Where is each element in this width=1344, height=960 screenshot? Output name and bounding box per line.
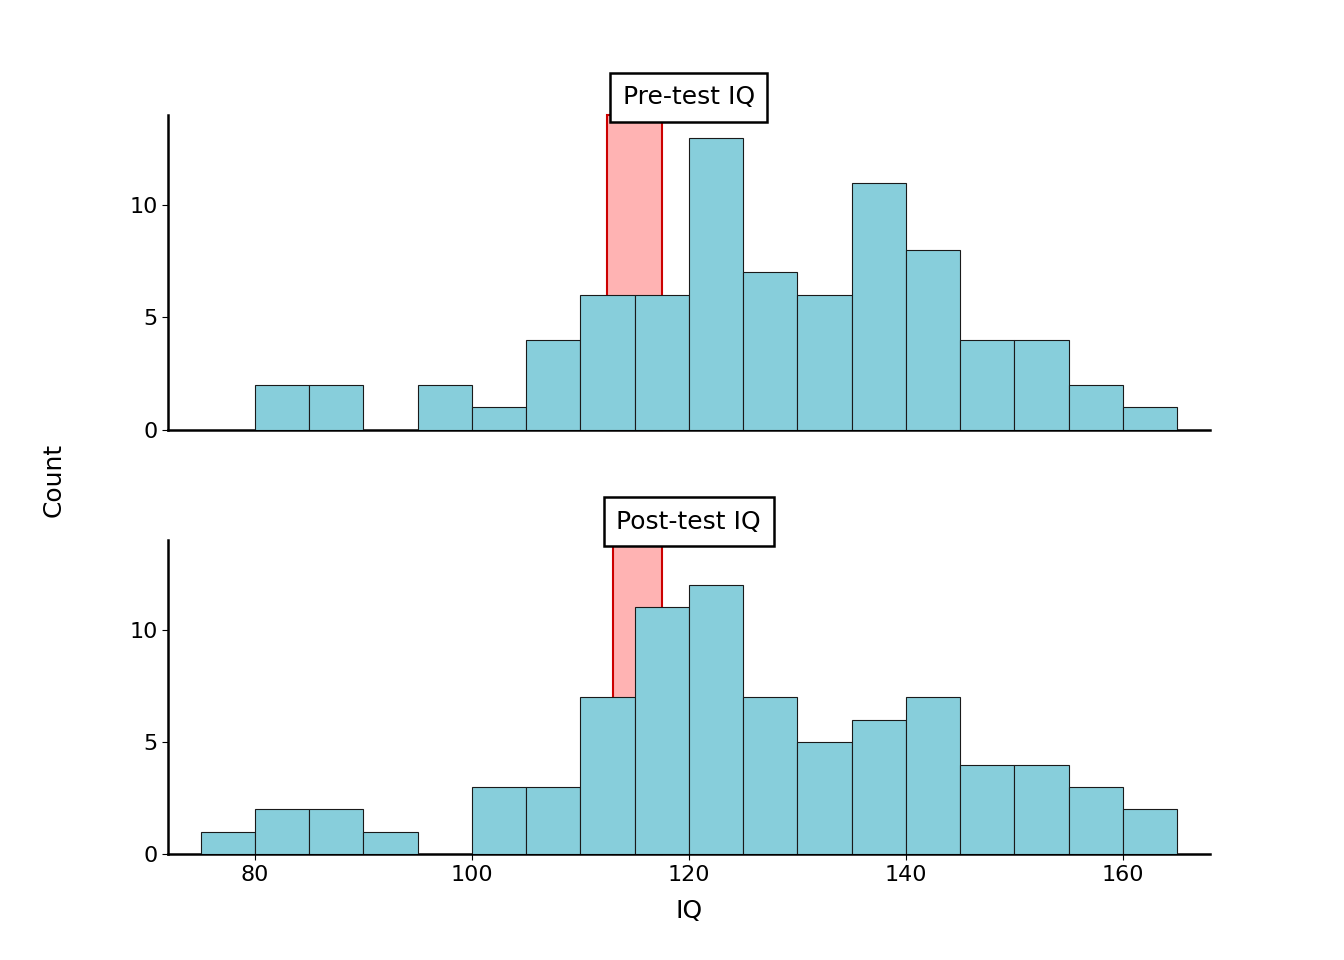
Bar xyxy=(1122,407,1177,430)
Bar xyxy=(743,273,797,430)
Bar xyxy=(613,540,661,854)
Bar xyxy=(526,340,581,430)
Bar xyxy=(906,250,960,430)
Title: Post-test IQ: Post-test IQ xyxy=(617,510,761,534)
Bar xyxy=(1122,809,1177,854)
Bar xyxy=(607,115,661,430)
Bar xyxy=(960,764,1015,854)
Bar xyxy=(309,385,363,430)
Bar xyxy=(255,385,309,430)
Bar xyxy=(418,385,472,430)
X-axis label: IQ: IQ xyxy=(675,899,703,923)
Bar xyxy=(526,787,581,854)
Title: Pre-test IQ: Pre-test IQ xyxy=(622,85,755,109)
Bar xyxy=(581,697,634,854)
Bar xyxy=(309,809,363,854)
Bar xyxy=(255,809,309,854)
Bar xyxy=(581,295,634,430)
Bar xyxy=(797,742,852,854)
Bar xyxy=(689,137,743,430)
Bar xyxy=(200,832,255,854)
Bar xyxy=(852,720,906,854)
Bar xyxy=(1068,787,1122,854)
Bar xyxy=(1068,385,1122,430)
Bar xyxy=(1015,340,1068,430)
Bar xyxy=(634,295,689,430)
Bar xyxy=(906,697,960,854)
Text: Count: Count xyxy=(42,443,66,517)
Bar xyxy=(1015,764,1068,854)
Bar xyxy=(363,832,418,854)
Bar xyxy=(689,585,743,854)
Bar xyxy=(960,340,1015,430)
Bar xyxy=(797,295,852,430)
Bar xyxy=(743,697,797,854)
Bar xyxy=(852,182,906,430)
Bar xyxy=(472,787,526,854)
Bar xyxy=(472,407,526,430)
Bar xyxy=(634,608,689,854)
